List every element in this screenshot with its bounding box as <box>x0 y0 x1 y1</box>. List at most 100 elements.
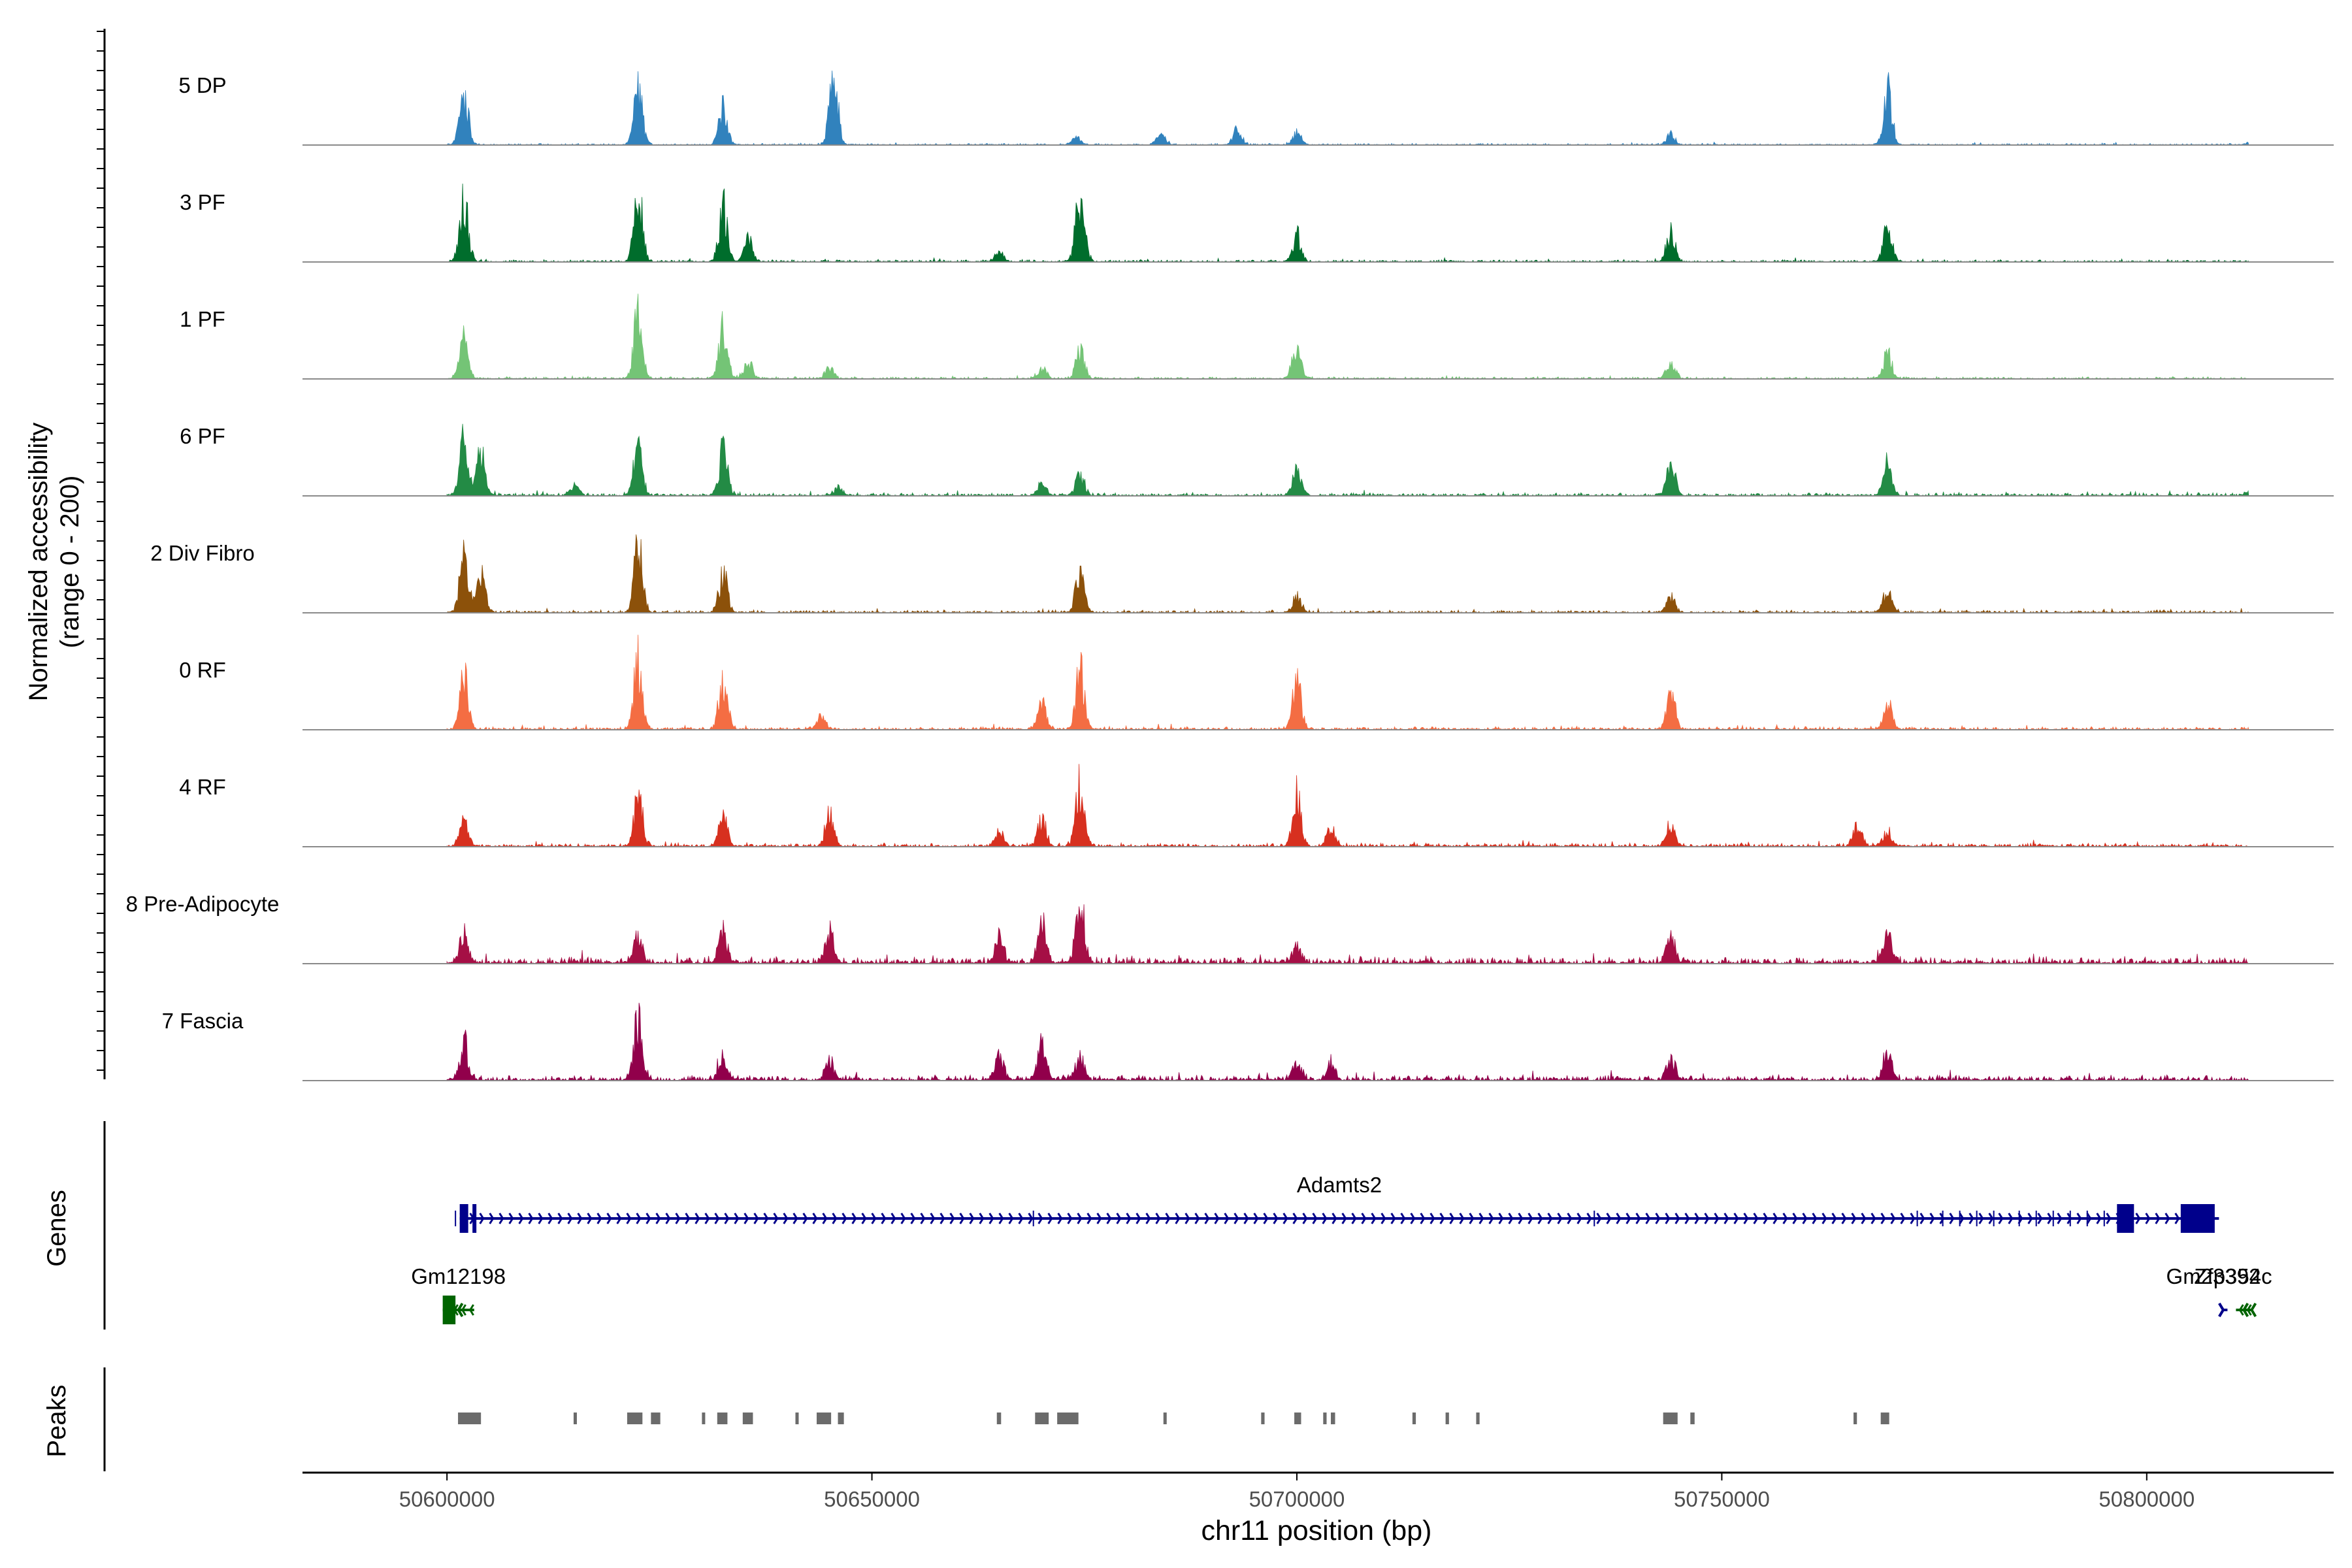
strand-chevron <box>1341 1213 1347 1224</box>
strand-chevron <box>1557 1213 1563 1224</box>
strand-chevron <box>1096 1213 1102 1224</box>
peak-region <box>742 1413 753 1424</box>
peak-region <box>1445 1413 1449 1424</box>
strand-chevron <box>489 1213 495 1224</box>
strand-chevron <box>2155 1213 2161 1224</box>
strand-chevron <box>1469 1213 1475 1224</box>
gene-exon <box>459 1204 468 1233</box>
track-label: 1 PF <box>180 307 225 331</box>
y-axis-label: Normalized accessibility <box>24 423 53 702</box>
strand-chevron <box>1126 1213 1132 1224</box>
strand-chevron <box>1704 1213 1710 1224</box>
coverage-area <box>446 1002 2249 1082</box>
strand-chevron <box>822 1213 828 1224</box>
strand-chevron <box>2096 1213 2102 1224</box>
strand-chevron <box>900 1213 906 1224</box>
track-8-pre-adipocyte: 8 Pre-Adipocyte <box>126 892 2334 965</box>
peak-region <box>717 1413 728 1424</box>
strand-chevron <box>1988 1213 1994 1224</box>
strand-chevron <box>1978 1213 1984 1224</box>
strand-chevron <box>1008 1213 1014 1224</box>
strand-chevron <box>871 1213 877 1224</box>
strand-chevron <box>1400 1213 1406 1224</box>
strand-chevron <box>636 1213 642 1224</box>
track-3-pf: 3 PF <box>180 184 2334 263</box>
strand-chevron <box>1312 1213 1318 1224</box>
peak-region <box>1412 1413 1416 1424</box>
coverage-y-ticks <box>97 31 105 1071</box>
strand-chevron <box>1870 1213 1876 1224</box>
strand-chevron <box>704 1213 710 1224</box>
x-axis-ticks: 50600000 50650000 50700000 50750000 50800000 <box>399 1473 2195 1511</box>
strand-chevron <box>1057 1213 1063 1224</box>
strand-chevron <box>1772 1213 1778 1224</box>
strand-chevron <box>1047 1213 1053 1224</box>
peak-region <box>1690 1413 1695 1424</box>
strand-chevron <box>1684 1213 1690 1224</box>
strand-chevron <box>734 1213 740 1224</box>
strand-chevron <box>1145 1213 1151 1224</box>
strand-chevron <box>1018 1213 1024 1224</box>
strand-chevron <box>1077 1213 1083 1224</box>
strand-chevron <box>910 1213 916 1224</box>
strand-chevron <box>2037 1213 2043 1224</box>
strand-chevron <box>1204 1213 1210 1224</box>
strand-chevron <box>2086 1213 2092 1224</box>
strand-chevron <box>1175 1213 1181 1224</box>
strand-chevron <box>645 1213 651 1224</box>
genes-panel-label: Genes <box>42 1190 71 1267</box>
strand-chevron <box>2135 1213 2141 1224</box>
peak-region <box>1476 1413 1480 1424</box>
track-5-dp: 5 DP <box>178 71 2334 146</box>
gene-gm12198: Gm12198 <box>411 1264 506 1324</box>
x-axis-label: chr11 position (bp) <box>1201 1515 1432 1546</box>
strand-chevron <box>1753 1213 1759 1224</box>
track-label: 8 Pre-Adipocyte <box>126 892 280 916</box>
peak-region <box>1323 1413 1327 1424</box>
x-tick-label: 50600000 <box>399 1487 495 1511</box>
peak-region <box>817 1413 832 1424</box>
strand-chevron <box>1155 1213 1161 1224</box>
strand-chevron <box>1998 1213 2004 1224</box>
strand-chevron <box>1253 1213 1259 1224</box>
strand-chevron <box>802 1213 808 1224</box>
strand-chevron <box>1733 1213 1739 1224</box>
gene-label: Gm23392 <box>2166 1264 2261 1288</box>
strand-chevron <box>2047 1213 2053 1224</box>
strand-chevron <box>461 1304 466 1316</box>
strand-chevron <box>959 1213 965 1224</box>
strand-chevron <box>783 1213 789 1224</box>
strand-chevron <box>1488 1213 1494 1224</box>
peak-region <box>1163 1413 1167 1424</box>
peak-region <box>1035 1413 1049 1424</box>
track-label: 0 RF <box>179 658 226 682</box>
strand-chevron <box>881 1213 887 1224</box>
x-tick-label: 50650000 <box>824 1487 920 1511</box>
strand-chevron <box>1322 1213 1328 1224</box>
strand-chevron <box>763 1213 769 1224</box>
strand-chevron <box>547 1213 553 1224</box>
strand-chevron <box>792 1213 798 1224</box>
strand-chevron <box>1949 1213 1955 1224</box>
strand-chevron <box>1861 1213 1867 1224</box>
strand-chevron <box>1302 1213 1308 1224</box>
coverage-area <box>446 634 2249 731</box>
strand-chevron <box>606 1213 612 1224</box>
track-7-fascia: 7 Fascia <box>162 1002 2334 1082</box>
strand-chevron <box>596 1213 602 1224</box>
strand-chevron <box>1576 1213 1582 1224</box>
strand-chevron <box>714 1213 720 1224</box>
strand-chevron <box>1939 1213 1945 1224</box>
strand-chevron <box>1645 1213 1651 1224</box>
strand-chevron <box>518 1213 524 1224</box>
strand-chevron <box>1214 1213 1220 1224</box>
strand-chevron <box>2242 1302 2249 1318</box>
strand-chevron <box>2250 1302 2257 1318</box>
peak-region <box>458 1413 482 1424</box>
strand-chevron <box>1968 1213 1974 1224</box>
track-1-pf: 1 PF <box>180 293 2334 380</box>
strand-chevron <box>1498 1213 1504 1224</box>
strand-chevron <box>832 1213 838 1224</box>
strand-chevron <box>1165 1213 1171 1224</box>
